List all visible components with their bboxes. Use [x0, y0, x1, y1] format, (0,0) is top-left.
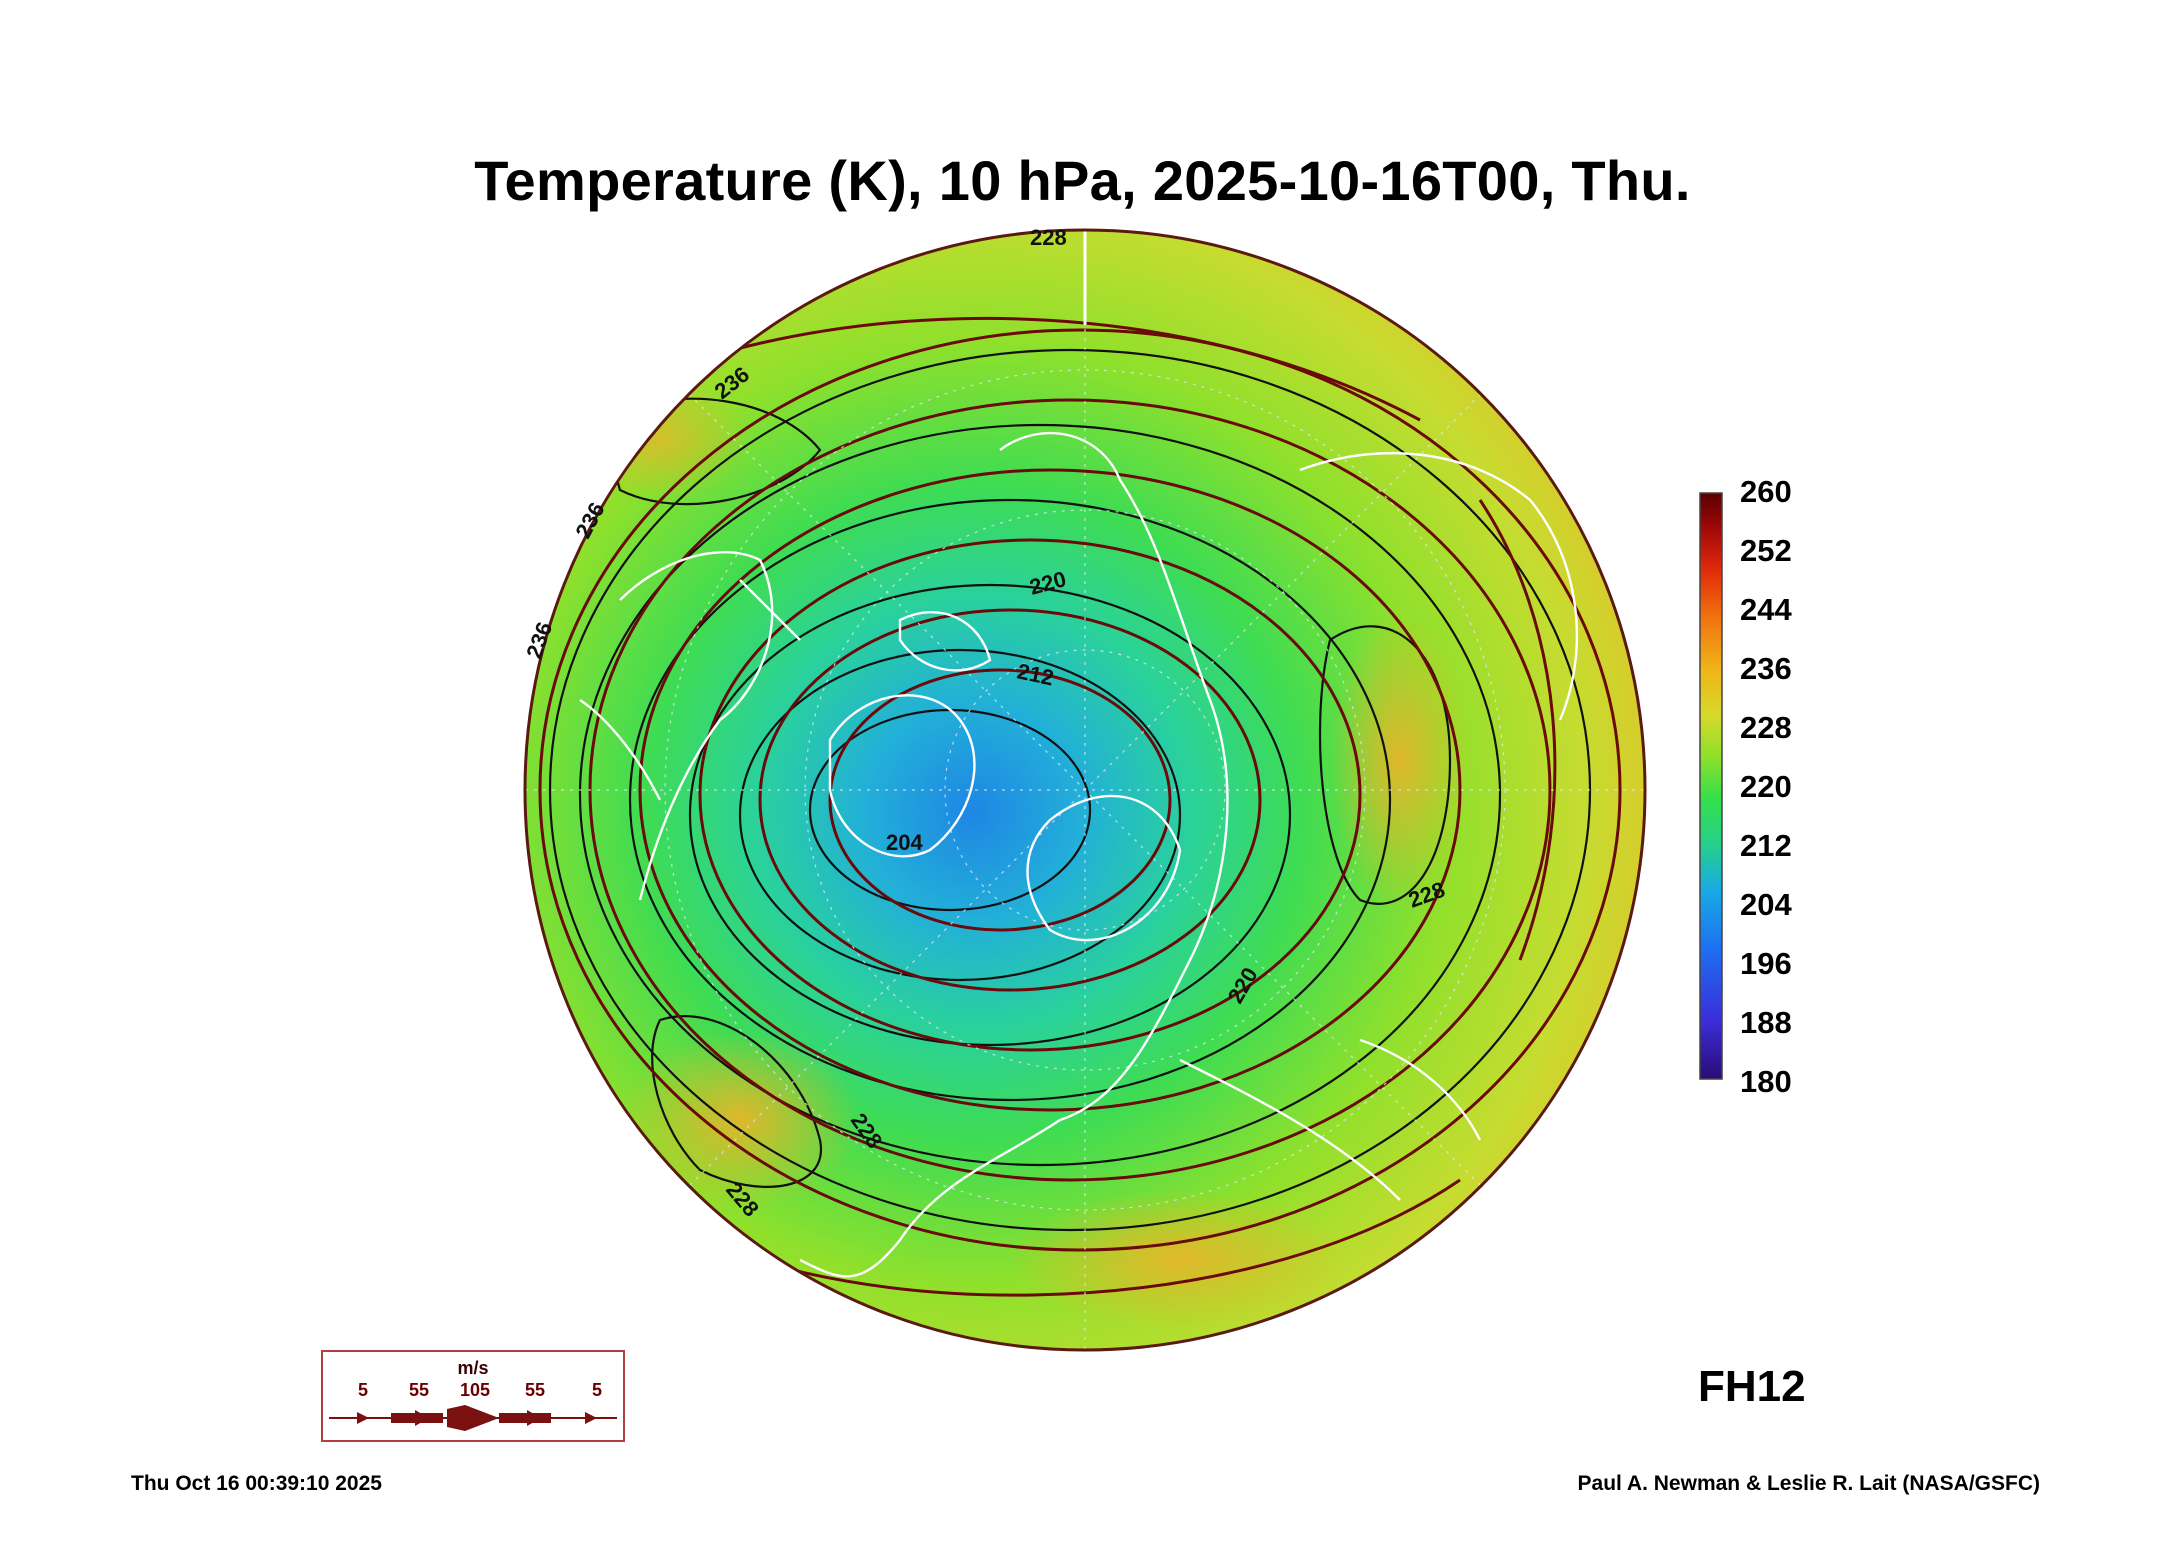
colorbar-label: 204: [1740, 887, 1792, 922]
colorbar: [1699, 492, 1723, 1080]
colorbar-label: 244: [1740, 592, 1792, 627]
forecast-hour-label: FH12: [1698, 1362, 1806, 1411]
temperature-contours: [548, 348, 1592, 1232]
contour-label: 228: [1030, 225, 1067, 250]
colorbar-label: 212: [1740, 828, 1792, 863]
colorbar-label: 196: [1740, 946, 1792, 981]
wind-legend-tick: 105: [459, 1380, 491, 1400]
wind-legend-unit: m/s: [457, 1358, 489, 1378]
colorbar-label: 260: [1740, 474, 1792, 509]
colorbar-label: 220: [1740, 769, 1792, 804]
colorbar-label: 236: [1740, 651, 1792, 686]
map-title: Temperature (K), 10 hPa, 2025-10-16T00, …: [474, 149, 1691, 212]
colorbar-label: 252: [1740, 533, 1792, 568]
wind-speed-legend: m/s 5 55 105 55 5: [321, 1350, 625, 1442]
globe-outline: [523, 228, 1647, 1352]
colorbar-label: 228: [1740, 710, 1792, 745]
coastlines: [579, 431, 1579, 1278]
contour-label: 204: [886, 830, 923, 855]
colorbar-label: 188: [1740, 1005, 1792, 1040]
graticule: [525, 230, 1645, 1350]
author-credit: Paul A. Newman & Leslie R. Lait (NASA/GS…: [1577, 1472, 2040, 1495]
wind-legend-arrow: [329, 1405, 617, 1431]
generation-timestamp: Thu Oct 16 00:39:10 2025: [131, 1472, 382, 1495]
wind-legend-tick: 5: [591, 1380, 603, 1400]
wind-legend-tick: 55: [408, 1380, 430, 1400]
wind-legend-tick: 5: [357, 1380, 369, 1400]
wind-legend-tick: 55: [524, 1380, 546, 1400]
colorbar-label: 180: [1740, 1064, 1792, 1099]
